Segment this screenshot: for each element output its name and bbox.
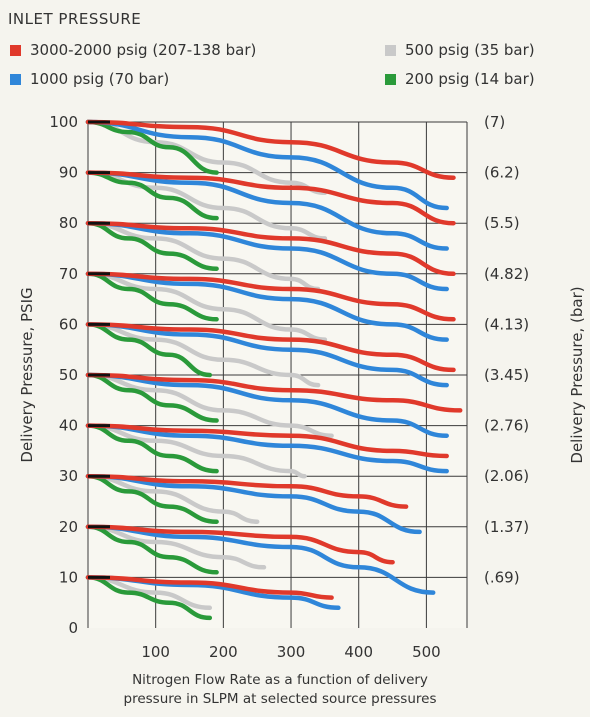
- curve-70-psig: [85, 271, 328, 342]
- y-tick-label: 0: [68, 619, 78, 637]
- legend-swatch-red: [10, 45, 21, 56]
- y-right-tick-label: (2.06): [484, 467, 529, 485]
- y-tick-label: 90: [59, 164, 78, 182]
- curve-10-psig: [85, 575, 213, 621]
- curve-90-psig: [85, 170, 449, 251]
- legend-swatch-blue: [10, 74, 21, 85]
- legend-item-500: 500 psig (35 bar): [385, 41, 535, 59]
- legend-item-200: 200 psig (14 bar): [385, 70, 535, 88]
- curve-70-psig: [85, 271, 456, 322]
- y-tick-label: 10: [59, 568, 78, 586]
- y-tick-label: 100: [49, 113, 78, 131]
- curve-80-psig: [85, 220, 449, 292]
- curve-30-psig: [85, 473, 260, 524]
- y-tick-label: 70: [59, 265, 78, 283]
- curve-20-psig: [85, 524, 219, 575]
- curve-10-psig: [85, 575, 334, 600]
- y-right-tick-label: (3.45): [484, 366, 529, 384]
- legend-swatch-gray: [385, 45, 396, 56]
- curve-60-psig: [85, 322, 213, 378]
- legend-label: 3000-2000 psig (207-138 bar): [30, 41, 257, 59]
- curve-100-psig: [85, 119, 449, 211]
- curve-20-psig: [85, 524, 395, 565]
- curve-30-psig: [85, 473, 409, 509]
- y-right-tick-label: (.69): [484, 568, 520, 586]
- y-tick-label: 60: [59, 315, 78, 333]
- x-tick-label: 300: [277, 643, 306, 661]
- curve-70-psig: [85, 271, 219, 322]
- y-right-tick-label: (4.82): [484, 265, 529, 283]
- legend-item-1000: 1000 psig (70 bar): [10, 70, 169, 88]
- curve-40-psig: [85, 423, 219, 474]
- x-tick-label: 200: [209, 643, 238, 661]
- curve-50-psig: [85, 372, 463, 413]
- curve-80-psig: [85, 220, 321, 292]
- curve-100-psig: [85, 119, 219, 175]
- y-right-tick-label: (7): [484, 113, 505, 131]
- y-right-tick-label: (5.5): [484, 214, 520, 232]
- curve-60-psig: [85, 322, 321, 388]
- curve-10-psig: [85, 575, 213, 611]
- curve-70-psig: [85, 271, 449, 342]
- curve-90-psig: [85, 170, 456, 226]
- curve-20-psig: [85, 524, 267, 570]
- x-tick-label: 100: [141, 643, 170, 661]
- x-tick-label: 500: [412, 643, 441, 661]
- y-axis-right-label: Delivery Pressure, (bar): [568, 286, 586, 463]
- y-tick-label: 80: [59, 214, 78, 232]
- y-tick-label: 50: [59, 366, 78, 384]
- curve-80-psig: [85, 220, 456, 277]
- curve-40-psig: [85, 423, 449, 459]
- curve-40-psig: [85, 423, 449, 474]
- curve-80-psig: [85, 220, 219, 271]
- curve-100-psig: [85, 119, 456, 180]
- curve-60-psig: [85, 322, 449, 388]
- curve-90-psig: [85, 170, 219, 221]
- y-tick-label: 20: [59, 518, 78, 536]
- legend-label: 1000 psig (70 bar): [30, 70, 170, 88]
- curve-100-psig: [85, 119, 328, 196]
- curve-50-psig: [85, 372, 334, 438]
- legend-title: INLET PRESSURE: [8, 10, 142, 28]
- y-right-tick-label: (4.13): [484, 315, 529, 333]
- curve-60-psig: [85, 322, 456, 373]
- y-tick-label: 30: [59, 467, 78, 485]
- curve-30-psig: [85, 473, 422, 535]
- curve-40-psig: [85, 423, 307, 479]
- y-right-tick-label: (2.76): [484, 417, 529, 435]
- curve-50-psig: [85, 372, 449, 438]
- curve-20-psig: [85, 524, 436, 595]
- legend-label: 500 psig (35 bar): [405, 41, 535, 59]
- y-right-tick-label: (1.37): [484, 518, 529, 536]
- y-right-tick-label: (6.2): [484, 164, 520, 182]
- x-tick-label: 400: [344, 643, 373, 661]
- curve-50-psig: [85, 372, 219, 423]
- caption-line-1: Nitrogen Flow Rate as a function of deli…: [132, 672, 428, 688]
- y-tick-label: 40: [59, 417, 78, 435]
- chart-caption: Nitrogen Flow Rate as a function of deli…: [0, 671, 560, 709]
- curve-30-psig: [85, 473, 219, 524]
- y-axis-label: Delivery Pressure, PSIG: [18, 287, 36, 462]
- legend-swatch-green: [385, 74, 396, 85]
- legend-item-3000-2000: 3000-2000 psig (207-138 bar): [10, 41, 256, 59]
- caption-line-2: pressure in SLPM at selected source pres…: [123, 691, 437, 707]
- legend-label: 200 psig (14 bar): [405, 70, 535, 88]
